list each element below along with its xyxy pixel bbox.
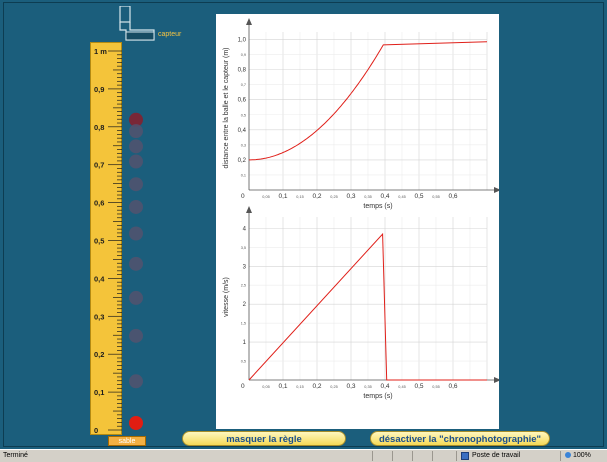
x-tick-label: 0,2 <box>312 193 321 200</box>
capteur-label: capteur <box>158 31 182 38</box>
status-text: Terminé <box>3 452 28 459</box>
y-tick-label: 0,2 <box>238 158 247 164</box>
chart-panel: 0,1 0,2 0,3 0,4 0,5 0,6 0,05 0,15 0,25 0,35 0,45 0,… <box>216 14 501 429</box>
x-tick-label: 0,3 <box>346 383 355 390</box>
x-tick-label: 0,4 <box>380 193 389 200</box>
x-minor-tick-label: 0,45 <box>398 385 405 389</box>
x-minor-tick-label: 0,15 <box>296 195 303 199</box>
y-minor-tick-label: 2,5 <box>241 284 246 288</box>
ruler-mark-label: 0,4 <box>94 274 105 283</box>
ruler-mark-label: 0,7 <box>94 161 104 170</box>
y-tick-label: 4 <box>243 226 247 232</box>
chart-1: 0,1 0,2 0,3 0,4 0,5 0,6 0,05 0,15 0,25 0,35 0,45 0,… <box>223 18 501 210</box>
ruler-mark-label: 0,5 <box>94 237 104 246</box>
zoom-level[interactable]: 100% <box>573 452 591 459</box>
x-tick-label: 0,6 <box>448 383 457 390</box>
sand-box: sable <box>108 436 146 446</box>
series-line <box>249 41 488 161</box>
y-tick-label: 1 <box>243 340 247 346</box>
origin-label: 0 <box>241 193 245 200</box>
status-separator <box>456 451 457 461</box>
y-minor-tick-label: 0,9 <box>241 53 246 57</box>
y-tick-label: 1,0 <box>238 38 247 44</box>
status-separator <box>432 451 433 461</box>
x-tick-label: 0,2 <box>312 383 321 390</box>
x-minor-tick-label: 0,15 <box>296 385 303 389</box>
status-separator <box>392 451 393 461</box>
x-axis-arrow <box>494 377 501 383</box>
zoom-globe-icon <box>565 452 571 458</box>
x-minor-tick-label: 0,25 <box>330 385 337 389</box>
y-tick-label: 2 <box>243 302 247 308</box>
x-tick-label: 0,4 <box>380 383 389 390</box>
ruler-mark-label: 0,6 <box>94 199 104 208</box>
x-tick-label: 0,1 <box>278 383 287 390</box>
ruler-mark-label: 0,1 <box>94 388 104 397</box>
status-bar: Terminé Poste de travail 100% <box>0 449 607 462</box>
origin-label: 0 <box>241 383 245 390</box>
y-minor-tick-label: 0,5 <box>241 113 246 117</box>
x-minor-tick-label: 0,05 <box>262 385 269 389</box>
capteur-sensor-icon <box>119 6 155 41</box>
x-axis-arrow <box>494 187 501 193</box>
y-tick-label: 0,6 <box>238 98 247 104</box>
security-zone-text: Poste de travail <box>472 452 521 459</box>
x-tick-label: 0,5 <box>414 383 423 390</box>
ruler: 1 m 0,9 0,8 0,7 0,6 0,5 0,4 0,3 0,2 0,1 0 <box>90 42 122 435</box>
ruler-mark-label: 0 <box>94 426 98 435</box>
y-axis-arrow <box>246 18 252 25</box>
status-separator <box>560 451 561 461</box>
ruler-mark-label: 1 m <box>94 47 107 56</box>
simulation-frame <box>3 2 604 447</box>
y-minor-tick-label: 0,7 <box>241 83 246 87</box>
disable-chronophotography-button[interactable]: désactiver la "chronophotographie" <box>370 431 550 446</box>
y-minor-tick-label: 0,1 <box>241 173 246 177</box>
y-tick-label: 3 <box>243 264 247 270</box>
simulation-area: capteur 1 m 0,9 0,8 0,7 0,6 0,5 0,4 0,3 0,2 0,1 0 … <box>0 0 607 449</box>
series-line <box>248 232 487 381</box>
y-tick-label: 0,4 <box>238 128 247 134</box>
x-minor-tick-label: 0,55 <box>432 195 439 199</box>
y-axis-label: vitesse (m/s) <box>223 277 230 317</box>
ruler-mark-label: 0,9 <box>94 85 104 94</box>
x-axis-label: temps (s) <box>363 203 392 210</box>
x-tick-label: 0,5 <box>414 193 423 200</box>
x-minor-tick-label: 0,35 <box>364 195 371 199</box>
x-axis-label: temps (s) <box>363 393 392 400</box>
y-minor-tick-label: 1,5 <box>241 322 246 326</box>
ruler-mark-label: 0,2 <box>94 350 104 359</box>
status-separator <box>372 451 373 461</box>
y-axis-arrow <box>246 206 252 213</box>
hide-ruler-button[interactable]: masquer la règle <box>182 431 346 446</box>
y-minor-tick-label: 3,5 <box>241 246 246 250</box>
y-minor-tick-label: 0,5 <box>241 360 246 364</box>
x-minor-tick-label: 0,45 <box>398 195 405 199</box>
x-tick-label: 0,3 <box>346 193 355 200</box>
x-minor-tick-label: 0,05 <box>262 195 269 199</box>
ruler-mark-label: 0,8 <box>94 123 104 132</box>
chart-2: 0,1 0,2 0,3 0,4 0,5 0,6 0,05 0,15 0,25 0,35 0,45 0,… <box>223 206 501 400</box>
ruler-ticks: 1 m 0,9 0,8 0,7 0,6 0,5 0,4 0,3 0,2 0,1 0 <box>94 47 122 435</box>
ruler-mark-label: 0,3 <box>94 312 104 321</box>
x-tick-label: 0,1 <box>278 193 287 200</box>
x-minor-tick-label: 0,25 <box>330 195 337 199</box>
y-minor-tick-label: 0,3 <box>241 143 246 147</box>
computer-zone-icon <box>461 452 469 460</box>
y-tick-label: 0,8 <box>238 68 247 74</box>
x-minor-tick-label: 0,35 <box>364 385 371 389</box>
x-minor-tick-label: 0,55 <box>432 385 439 389</box>
charts-svg: 0,1 0,2 0,3 0,4 0,5 0,6 0,05 0,15 0,25 0,35 0,45 0,… <box>223 18 501 400</box>
y-axis-label: distance entre la balle et le capteur (m… <box>223 47 230 168</box>
x-tick-label: 0,6 <box>448 193 457 200</box>
status-separator <box>412 451 413 461</box>
